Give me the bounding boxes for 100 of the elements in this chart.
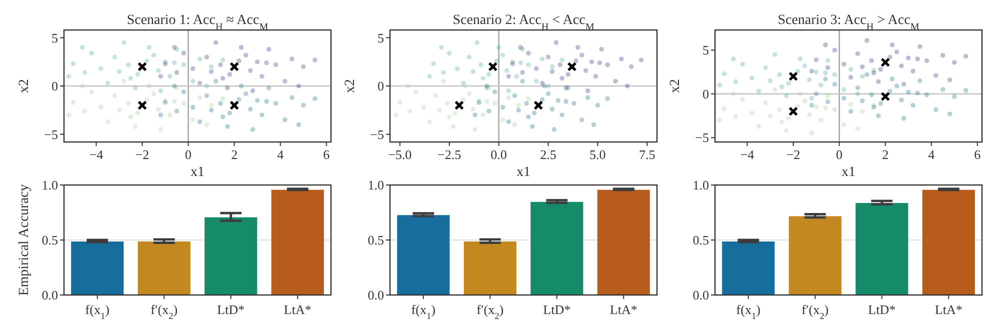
point (214, 40, 218, 45)
point (575, 44, 580, 50)
point (190, 78, 196, 84)
point (542, 84, 547, 88)
y-tick-label: 5 (702, 42, 709, 58)
x-tick-label: −2 (786, 147, 800, 162)
point (540, 56, 545, 62)
x-tick-label: LtA* (610, 302, 638, 317)
point (135, 72, 140, 77)
point (550, 69, 555, 74)
x-tick-label: LtD* (217, 302, 245, 317)
point (264, 99, 269, 104)
point (220, 96, 226, 101)
point (486, 108, 492, 114)
point (579, 117, 584, 122)
point (454, 100, 464, 110)
point (135, 110, 140, 116)
point (82, 108, 88, 114)
point (444, 100, 450, 106)
y-axis-title: x2 (343, 79, 358, 93)
point (282, 78, 288, 84)
point (848, 102, 854, 107)
point (397, 100, 402, 105)
x-tick-label: 7.5 (638, 147, 656, 162)
point (98, 66, 104, 72)
point (144, 97, 150, 102)
point (158, 88, 164, 94)
point (777, 107, 782, 112)
point (137, 100, 148, 110)
point (731, 91, 736, 96)
x-tick-label: −4 (89, 147, 104, 162)
point (80, 84, 85, 88)
y-tick-label: 1.0 (692, 178, 709, 193)
x-tick-label: f′(x$_{2}$) (476, 302, 504, 322)
point (860, 74, 865, 79)
point (888, 88, 892, 94)
point (638, 58, 644, 62)
x-tick-label: 2.5 (540, 147, 556, 162)
point (784, 128, 789, 134)
point (190, 117, 196, 122)
point (172, 44, 177, 50)
y-tick-label: 0 (702, 86, 709, 102)
point (514, 74, 519, 79)
point (492, 89, 498, 94)
point (474, 40, 480, 45)
point (296, 84, 302, 88)
point (126, 100, 131, 106)
point (466, 54, 472, 60)
point (583, 68, 588, 73)
point (579, 52, 584, 58)
point (871, 70, 876, 76)
point (484, 99, 490, 104)
point (532, 110, 537, 116)
point (855, 91, 860, 96)
point (80, 44, 85, 50)
point (407, 108, 412, 114)
point (167, 112, 172, 118)
point (947, 77, 952, 82)
point (506, 74, 512, 79)
point (798, 91, 803, 96)
y-tick-label: 0.0 (692, 288, 709, 303)
point (733, 79, 738, 84)
point (204, 54, 210, 60)
point (89, 89, 94, 94)
point (798, 56, 803, 62)
point (116, 69, 122, 74)
x-tick-label: −2 (135, 147, 150, 162)
point (878, 66, 884, 72)
point (172, 60, 177, 66)
point (731, 56, 736, 62)
point (146, 84, 152, 88)
x-tick-label: 0.0 (490, 147, 507, 162)
point (934, 73, 938, 78)
point (788, 72, 798, 82)
point (768, 78, 773, 84)
point (860, 108, 865, 114)
x-tick-label: f′(x$_{2}$) (150, 302, 178, 322)
point (218, 62, 223, 68)
point (876, 79, 881, 84)
y-tick-label: −5 (695, 130, 709, 146)
point (786, 116, 792, 121)
point (717, 118, 722, 123)
point (628, 64, 634, 70)
point (589, 59, 594, 64)
point (733, 114, 738, 120)
point (855, 51, 860, 56)
point (784, 93, 789, 98)
point (220, 114, 226, 120)
point (560, 76, 564, 81)
point (915, 56, 920, 62)
point (763, 65, 768, 70)
point (899, 98, 904, 102)
point (814, 57, 819, 62)
point (151, 52, 156, 58)
point (749, 110, 754, 116)
point (917, 78, 922, 84)
x-axis-title: x1 (190, 165, 204, 180)
point (98, 104, 104, 110)
x-tick-label: 2 (882, 147, 889, 162)
point (558, 62, 562, 68)
